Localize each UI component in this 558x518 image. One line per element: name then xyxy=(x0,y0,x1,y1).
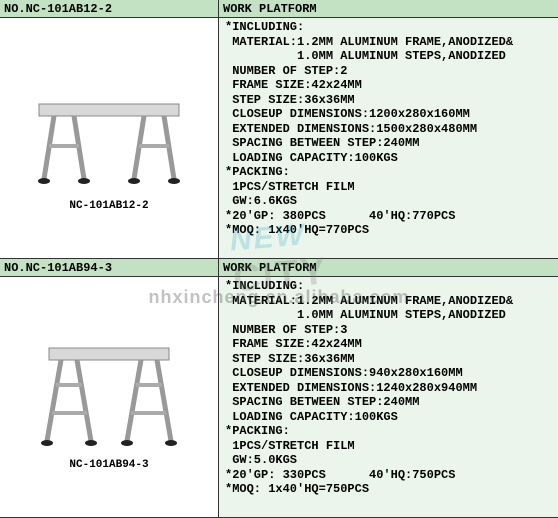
spec-frame: FRAME SIZE:42x24MM xyxy=(225,78,552,93)
spec-stepsize: STEP SIZE:36x36MM xyxy=(225,352,552,367)
spec-moq: *MOQ: 1x40'HQ=750PCS xyxy=(225,482,552,497)
spec-packing-1: 1PCS/STRETCH FILM xyxy=(225,180,552,195)
spec-closeup: CLOSEUP DIMENSIONS:1200x280x160MM xyxy=(225,107,552,122)
spec-packing: *PACKING: xyxy=(225,424,552,439)
spec-steps: NUMBER OF STEP:2 xyxy=(225,64,552,79)
spec-material-1: MATERIAL:1.2MM ALUMINUM FRAME,ANODIZED& xyxy=(225,35,552,50)
product-title: WORK PLATFORM xyxy=(219,0,558,18)
spec-steps: NUMBER OF STEP:3 xyxy=(225,323,552,338)
left-column: NO.NC-101AB94-3 NC-101AB94-3 xyxy=(0,259,219,517)
product-row-2: NO.NC-101AB94-3 NC-101AB94-3 WORK PLATFO… xyxy=(0,259,558,518)
spec-spacing: SPACING BETWEEN STEP:240MM xyxy=(225,136,552,151)
model-number-header: NO.NC-101AB94-3 xyxy=(0,259,219,277)
work-platform-icon xyxy=(19,323,199,453)
spec-gw: GW:5.0KGS xyxy=(225,453,552,468)
spec-moq: *MOQ: 1x40'HQ=770PCS xyxy=(225,223,552,238)
spec-material-1: MATERIAL:1.2MM ALUMINUM FRAME,ANODIZED& xyxy=(225,294,552,309)
spec-extended: EXTENDED DIMENSIONS:1240x280x940MM xyxy=(225,381,552,396)
right-column: WORK PLATFORM *INCLUDING: MATERIAL:1.2MM… xyxy=(219,259,558,517)
spec-spacing: SPACING BETWEEN STEP:240MM xyxy=(225,395,552,410)
spec-gp: *20'GP: 330PCS 40'HQ:750PCS xyxy=(225,468,552,483)
product-image-cell: NC-101AB94-3 xyxy=(0,277,219,517)
work-platform-icon xyxy=(19,64,199,194)
spec-closeup: CLOSEUP DIMENSIONS:940x280x160MM xyxy=(225,366,552,381)
left-column: NO.NC-101AB12-2 NC-101AB12-2 xyxy=(0,0,219,258)
product-caption: NC-101AB12-2 xyxy=(69,200,148,212)
spec-packing-1: 1PCS/STRETCH FILM xyxy=(225,439,552,454)
product-caption: NC-101AB94-3 xyxy=(69,459,148,471)
spec-including: *INCLUDING: xyxy=(225,279,552,294)
model-number-header: NO.NC-101AB12-2 xyxy=(0,0,219,18)
spec-list: *INCLUDING: MATERIAL:1.2MM ALUMINUM FRAM… xyxy=(219,277,558,517)
spec-list: *INCLUDING: MATERIAL:1.2MM ALUMINUM FRAM… xyxy=(219,18,558,258)
spec-gp: *20'GP: 380PCS 40'HQ:770PCS xyxy=(225,209,552,224)
spec-loading: LOADING CAPACITY:100KGS xyxy=(225,410,552,425)
spec-including: *INCLUDING: xyxy=(225,20,552,35)
product-image-cell: NC-101AB12-2 xyxy=(0,18,219,258)
spec-gw: GW:6.6KGS xyxy=(225,194,552,209)
spec-extended: EXTENDED DIMENSIONS:1500x280x480MM xyxy=(225,122,552,137)
spec-frame: FRAME SIZE:42x24MM xyxy=(225,337,552,352)
spec-packing: *PACKING: xyxy=(225,165,552,180)
spec-material-2: 1.0MM ALUMINUM STEPS,ANODIZED xyxy=(225,49,552,64)
spec-stepsize: STEP SIZE:36x36MM xyxy=(225,93,552,108)
spec-loading: LOADING CAPACITY:100KGS xyxy=(225,151,552,166)
product-title: WORK PLATFORM xyxy=(219,259,558,277)
product-row-1: NO.NC-101AB12-2 NC-101AB12-2 WORK PLATFO… xyxy=(0,0,558,259)
spec-material-2: 1.0MM ALUMINUM STEPS,ANODIZED xyxy=(225,308,552,323)
right-column: WORK PLATFORM *INCLUDING: MATERIAL:1.2MM… xyxy=(219,0,558,258)
